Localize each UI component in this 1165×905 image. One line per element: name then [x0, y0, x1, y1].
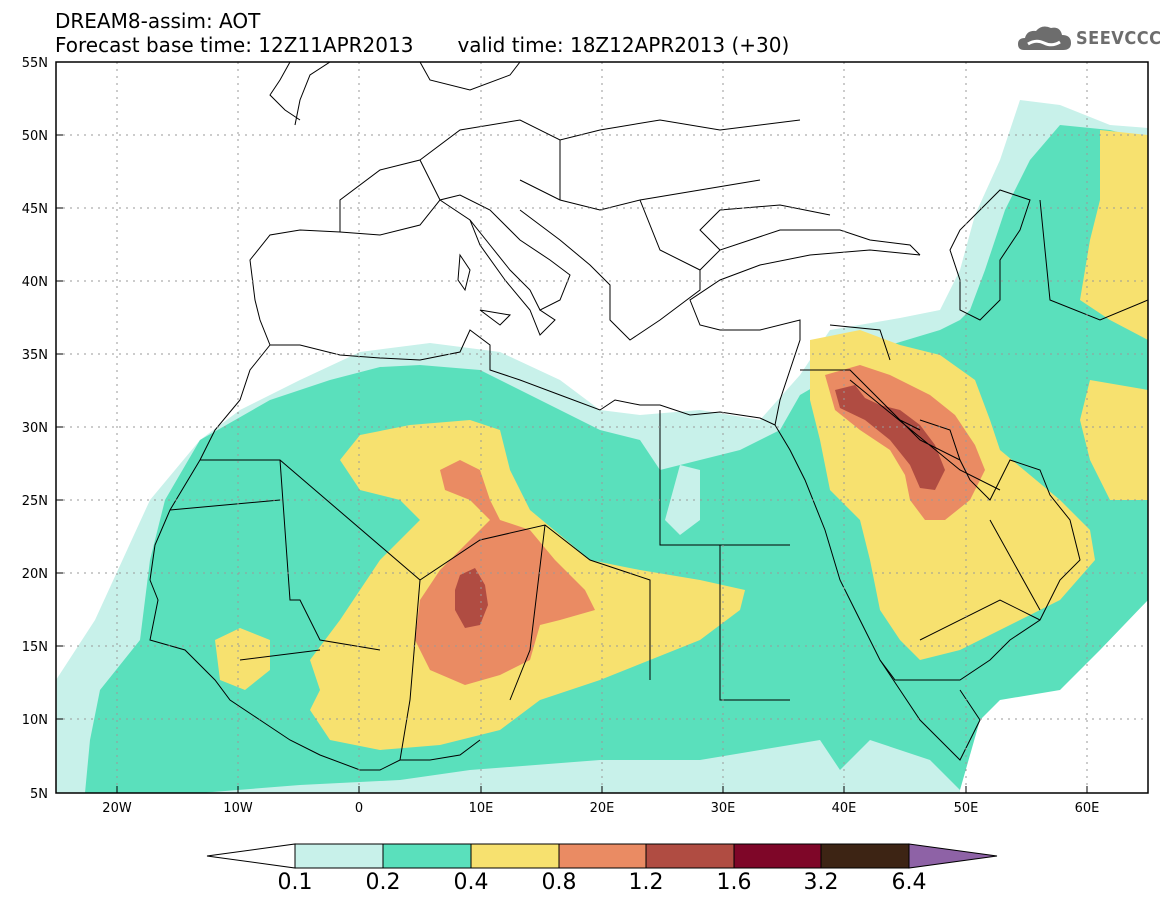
lat-label: 30N: [22, 421, 48, 436]
coastline-west-africa: [149, 344, 481, 771]
border-lines-europe: [339, 119, 801, 271]
coastline-black-sea: [699, 204, 921, 271]
coastline-uk-scandinavia: [269, 62, 521, 126]
lat-label: 40N: [22, 275, 48, 290]
coastline-italy: [439, 199, 541, 326]
lon-label: 50E: [954, 801, 979, 816]
lat-label: 25N: [22, 494, 48, 509]
forecast-time-line: Forecast base time: 12Z11APR2013 valid ti…: [55, 34, 789, 56]
lon-label: 20E: [590, 801, 615, 816]
colorbar-label: 6.4: [891, 870, 927, 895]
latitude-labels: 55N 50N 45N 40N 35N 30N 25N 20N 15N 10N …: [22, 56, 48, 802]
coastline-north-africa: [270, 329, 776, 426]
longitude-labels: 20W 10W 0 10E 20E 30E 40E 50E 60E: [102, 801, 1099, 816]
lat-label: 20N: [22, 567, 48, 582]
coastline-balkans-greece: [519, 209, 701, 341]
colorbar-swatch: [820, 843, 910, 869]
colorbar-swatch: [558, 843, 647, 869]
colorbar-swatch: [382, 843, 472, 869]
coastline-levant-turkey: [689, 249, 921, 426]
colorbar-high-arrow: [908, 843, 998, 869]
colorbar-label: 0.8: [541, 870, 577, 895]
coastline-europe: [249, 194, 571, 346]
lon-label: 40E: [832, 801, 857, 816]
seevccc-logo: SEEVCCC: [1016, 22, 1161, 56]
lat-label: 55N: [22, 56, 48, 71]
colorbar: [206, 843, 998, 869]
border-lines-middle-east: [800, 199, 1148, 641]
coastline-east-africa: [879, 659, 981, 761]
colorbar-label: 1.6: [716, 870, 752, 895]
colorbar-label: 1.2: [628, 870, 664, 895]
valid-time: valid time: 18Z12APR2013 (+30): [457, 33, 790, 57]
colorbar-swatch: [733, 843, 822, 869]
border-lines-africa: [169, 410, 790, 761]
lat-label: 45N: [22, 202, 48, 217]
colorbar-swatch: [470, 843, 560, 869]
map-title: DREAM8-assim: AOT: [55, 9, 261, 33]
colorbar-swatch: [294, 843, 384, 869]
lat-label: 50N: [22, 129, 48, 144]
tick-marks: [56, 61, 1088, 794]
colorbar-swatch: [645, 843, 735, 869]
aot-band-1.2-1.6: [455, 385, 945, 628]
colorbar-label: 0.2: [365, 870, 401, 895]
lon-label: 30E: [711, 801, 736, 816]
lon-label: 10W: [223, 801, 253, 816]
lat-label: 5N: [30, 787, 48, 802]
graticule: [56, 62, 1148, 793]
lon-label: 0: [355, 801, 363, 816]
logo-text: SEEVCCC: [1076, 28, 1162, 49]
cloud-icon: [1018, 26, 1071, 50]
forecast-base-time: Forecast base time: 12Z11APR2013: [55, 33, 414, 57]
aot-field: [56, 100, 1148, 793]
colorbar-low-arrow: [206, 843, 296, 869]
lon-label: 20W: [102, 801, 132, 816]
colorbar-label: 3.2: [803, 870, 839, 895]
lat-label: 10N: [22, 713, 48, 728]
coastline-caspian: [949, 189, 1031, 321]
lat-label: 15N: [22, 640, 48, 655]
lat-label: 35N: [22, 348, 48, 363]
lon-label: 60E: [1075, 801, 1100, 816]
lon-label: 10E: [469, 801, 494, 816]
colorbar-label: 0.4: [453, 870, 489, 895]
coastlines-and-borders: [149, 62, 1148, 771]
coastline-red-sea-arabia: [774, 419, 1081, 681]
colorbar-label: 0.1: [277, 870, 313, 895]
